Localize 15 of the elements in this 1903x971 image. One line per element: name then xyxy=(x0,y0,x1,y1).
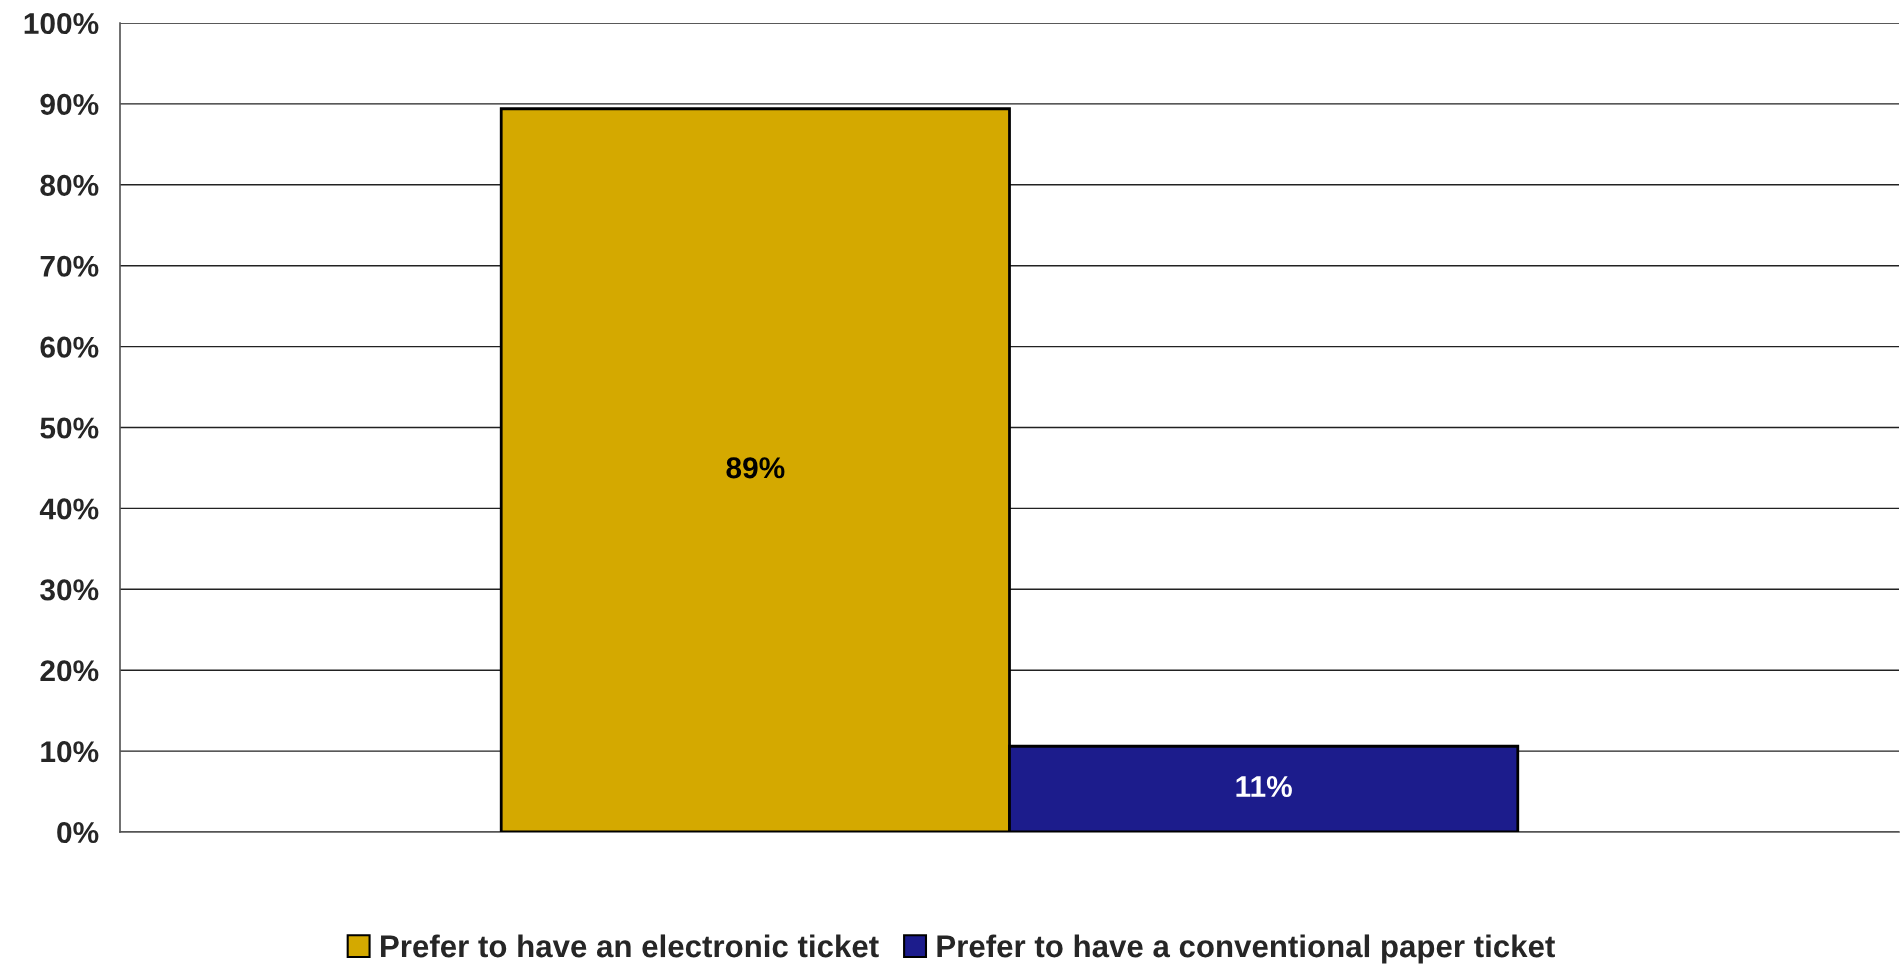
y-tick-label: 50% xyxy=(40,417,99,439)
y-tick-label: 80% xyxy=(40,174,99,196)
data-label: 11% xyxy=(1236,776,1292,798)
legend-label: Prefer to have a conventional paper ticket xyxy=(937,934,1555,964)
y-tick-label: 20% xyxy=(40,660,99,682)
legend-label: Prefer to have an electronic ticket xyxy=(381,934,879,958)
y-tick-label: 30% xyxy=(40,579,99,601)
y-tick-label: 40% xyxy=(39,498,99,520)
y-tick-label: 60% xyxy=(40,336,99,358)
y-tick-label: 90% xyxy=(40,93,99,116)
y-tick-label: 70% xyxy=(40,255,99,277)
y-tick-label: 100% xyxy=(24,12,99,35)
y-tick-label: 0% xyxy=(57,821,99,844)
y-tick-label: 10% xyxy=(41,741,99,763)
data-label: 89% xyxy=(726,457,785,479)
